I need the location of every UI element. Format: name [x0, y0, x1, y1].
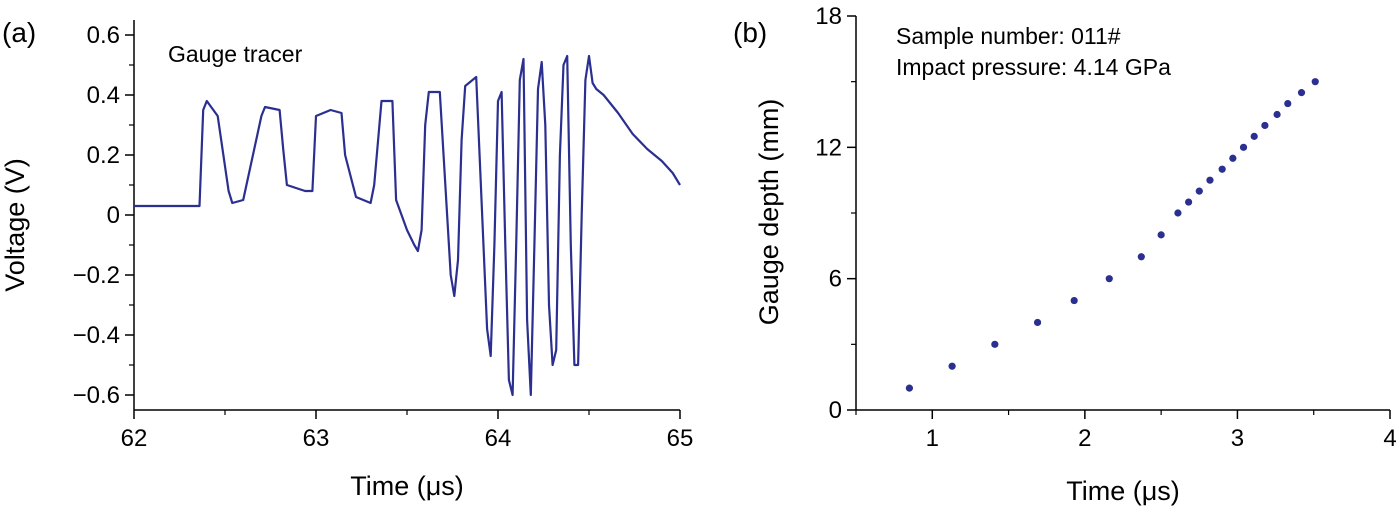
panel-a-ytick-label: 0.4: [87, 82, 120, 109]
panel-a-ytick-label: −0.4: [73, 322, 120, 349]
panel-b-ylabel: Gauge depth (mm): [754, 99, 784, 326]
panel-b-annotation-pressure: Impact pressure: 4.14 GPa: [896, 54, 1171, 80]
panel-a-ytick-label: −0.2: [73, 262, 120, 289]
panel-b-data-point: [906, 385, 913, 392]
panel-a-xtick-label: 64: [485, 425, 512, 452]
panel-b-data-point: [1138, 253, 1145, 260]
panel-b-xtick-label: 4: [1383, 425, 1396, 452]
panel-a-xtick-label: 63: [303, 425, 330, 452]
panel-a-series-line: [134, 56, 680, 395]
panel-b-data-point: [1206, 177, 1213, 184]
panel-b-data-point: [1071, 297, 1078, 304]
panel-a-annotation: Gauge tracer: [168, 41, 303, 67]
panel-a-xtick-label: 62: [121, 425, 148, 452]
panel-b-ytick-label: 12: [815, 134, 842, 161]
panel-b-data-point: [1106, 275, 1113, 282]
panel-a-ytick-label: 0.6: [87, 22, 120, 49]
panel-a-ytick-label: 0.2: [87, 142, 120, 169]
panel-b-data-point: [1158, 231, 1165, 238]
panel-b-ytick-label: 6: [829, 266, 842, 293]
panel-b-data-point: [1219, 166, 1226, 173]
panel-a-label: (a): [2, 17, 36, 48]
panel-b-data-point: [1196, 188, 1203, 195]
panel-b-data-point: [949, 363, 956, 370]
panel-a-ytick-label: −0.6: [73, 382, 120, 409]
panel-b-label: (b): [733, 17, 767, 48]
panel-b-annotation-sample: Sample number: 011#: [896, 23, 1121, 49]
panel-b-data-point: [1251, 133, 1258, 140]
panel-b-data-point: [1312, 78, 1319, 85]
panel-b-ytick-label: 0: [829, 397, 842, 424]
panel-b-data-point: [1229, 155, 1236, 162]
panel-b-ytick-label: 18: [815, 3, 842, 30]
panel-b-data-point: [991, 341, 998, 348]
panel-a-plot: 62 63 64 65 0.6 0.4 0.2 0 −0.2 −0.4 −0.6: [73, 20, 694, 452]
panel-a-ytick-label: 0: [107, 202, 120, 229]
panel-a-xtick-label: 65: [667, 425, 694, 452]
panel-b-data-point: [1034, 319, 1041, 326]
panel-b-data-point: [1240, 144, 1247, 151]
panel-b-xtick-label: 3: [1231, 425, 1244, 452]
panel-b-data-point: [1273, 111, 1280, 118]
panel-b-data-point: [1261, 122, 1268, 129]
panel-b-data-point: [1185, 198, 1192, 205]
panel-b-data-point: [1284, 100, 1291, 107]
panel-b-data-point: [1298, 89, 1305, 96]
panel-a-ylabel: Voltage (V): [0, 158, 30, 292]
figure: (a) (b) Gauge tracer Sample number: 011#…: [0, 0, 1400, 507]
panel-b-xtick-label: 2: [1078, 425, 1091, 452]
figure-svg: (a) (b) Gauge tracer Sample number: 011#…: [0, 0, 1400, 507]
panel-b-xtick-label: 1: [926, 425, 939, 452]
panel-a-xlabel: Time (μs): [350, 471, 464, 501]
panel-b-xlabel: Time (μs): [1066, 476, 1180, 506]
panel-b-data-point: [1174, 209, 1181, 216]
